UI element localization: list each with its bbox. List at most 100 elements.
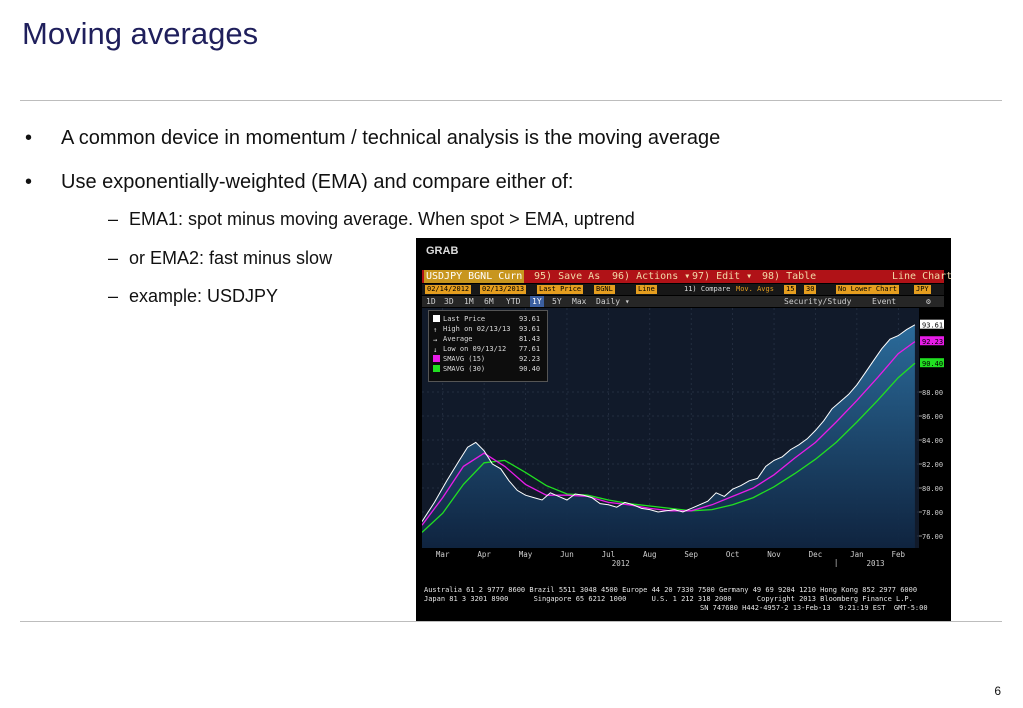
bullet-1-text: A common device in momentum / technical … [61,127,721,149]
arrow-up-icon: ↑ [433,326,438,334]
chart-settings-bar: 02/14/2012 02/13/2013 Last Price BGNL Li… [422,284,944,295]
bullet-1: • A common device in momentum / technica… [25,127,721,150]
bullet-2: • Use exponentially-weighted (EMA) and c… [25,171,574,194]
lower-chart-select[interactable]: No Lower Chart [836,285,900,294]
source-select[interactable]: BGNL [594,285,615,294]
sma15-line [422,341,916,526]
title-divider [20,100,1002,101]
average-icon: → [433,336,438,344]
chart-type-label[interactable]: Line Chart [892,271,951,282]
ma2-field[interactable]: 30 [804,285,817,294]
edit-menu[interactable]: 97) Edit ▾ [692,271,753,282]
x-tick-label: Mar [436,550,450,559]
x-tick-label: Aug [643,550,657,559]
y-tick-label: 78.00 [922,509,943,517]
sub-bullet-3: – example: USDJPY [108,286,279,307]
bloomberg-screenshot: GRAB USDJPY BGNL Curn 95) Save As 96) Ac… [416,238,951,621]
legend-sma30: SMAVG (30) 90.40 [433,365,540,373]
field-select[interactable]: Last Price [537,285,584,294]
frequency-select[interactable]: Daily ▾ [596,297,630,306]
period-max[interactable]: Max [572,297,587,306]
start-date-field[interactable]: 02/14/2012 [425,285,472,294]
year-label: 2013 [866,559,884,568]
sub-bullet-2-text: or EMA2: fast minus slow [129,248,333,268]
y-tick-label: 93.61 [922,322,943,330]
y-tick-label: 86.00 [922,413,943,421]
compare-button[interactable]: 11) Compare [684,285,731,293]
x-tick-label: Jul [602,550,616,559]
y-value-tag [920,319,944,329]
table-button[interactable]: 98) Table [762,271,817,282]
x-tick-label: Dec [809,550,823,559]
y-tick-label: 90.40 [922,360,943,368]
sma30-line [422,362,916,533]
y-tick-label: 88.00 [922,389,943,397]
sub-bullet-marker: – [108,248,119,268]
period-3d[interactable]: 3D [444,297,454,306]
x-tick-label: Jun [560,550,574,559]
period-6m[interactable]: 6M [484,297,494,306]
x-tick-label: Sep [684,550,698,559]
y-value-tag [920,358,944,368]
legend-swatch [433,365,440,372]
x-tick-label: May [519,550,533,559]
legend-swatch [433,315,440,322]
footer-line-1: Australia 61 2 9777 8600 Brazil 5511 304… [424,586,918,594]
ticker-field[interactable]: USDJPY BGNL Curn [424,270,525,283]
legend-low: ↓ Low on 09/13/12 77.61 [433,345,541,354]
security-study-button[interactable]: Security/Study [784,297,852,306]
chart-legend: Last Price 93.61 ↑ High on 02/13/13 93.61 →… [428,310,548,382]
save-as-button[interactable]: 95) Save As [534,271,601,282]
sub-bullet-marker: – [108,286,119,306]
period-bar: 1D 3D 1M 6M YTD 1Y 5Y Max Daily ▾ Securi… [422,296,944,307]
legend-high: ↑ High on 02/13/13 93.61 [433,325,541,334]
grab-label: GRAB [426,245,459,257]
sub-bullet-1-text: EMA1: spot minus moving average. When sp… [129,209,635,229]
legend-average: → Average 81.43 [433,335,541,344]
footer-line-2: Japan 81 3 3201 8900 Singapore 65 6212 1… [424,595,913,603]
bullet-marker: • [25,171,33,193]
style-select[interactable]: Line [636,285,657,294]
footer-divider [20,621,1002,622]
event-button[interactable]: Event [872,297,897,306]
x-tick-label: Apr [477,550,491,559]
bloomberg-toolbar: USDJPY BGNL Curn 95) Save As 96) Actions… [422,270,951,283]
price-area [422,324,915,548]
x-tick-label: Feb [892,550,906,559]
end-date-field[interactable]: 02/13/2013 [480,285,527,294]
y-tick-label: 80.00 [922,485,943,493]
page-number: 6 [994,684,1001,698]
sub-bullet-1: – EMA1: spot minus moving average. When … [108,209,635,230]
year-label: 2012 [612,559,630,568]
period-1d[interactable]: 1D [426,297,436,306]
legend-last-price: Last Price 93.61 [433,315,540,323]
gear-icon[interactable]: ⚙ [926,297,931,306]
sub-bullet-3-text: example: USDJPY [129,286,279,306]
currency-select[interactable]: JPY [914,285,931,294]
period-ytd[interactable]: YTD [506,297,521,306]
period-5y[interactable]: 5Y [552,297,562,306]
footer-line-3: SN 747680 H442-4957-2 13-Feb-13 9:21:19 … [700,604,928,612]
period-1m[interactable]: 1M [464,297,474,306]
bullet-marker: • [25,127,33,149]
y-tick-label: 76.00 [922,533,943,541]
x-tick-label: Nov [767,550,781,559]
sub-bullet-2: – or EMA2: fast minus slow [108,248,333,269]
x-tick-label: Jan [850,550,864,559]
period-1y[interactable]: 1Y [530,296,544,307]
bullet-2-text: Use exponentially-weighted (EMA) and com… [61,171,574,193]
y-tick-label: 82.00 [922,461,943,469]
legend-swatch [433,355,440,362]
actions-menu[interactable]: 96) Actions ▾ [612,271,691,282]
ma1-field[interactable]: 15 [784,285,797,294]
arrow-down-icon: ↓ [433,346,438,354]
mov-avgs-label: Mov. Avgs [736,285,774,293]
price-line [422,324,916,522]
y-tick-label: 92.23 [922,338,943,346]
sub-bullet-marker: – [108,209,119,229]
legend-sma15: SMAVG (15) 92.23 [433,355,540,363]
slide-title: Moving averages [22,16,259,51]
x-tick-label: Oct [726,550,740,559]
y-value-tag [920,336,944,346]
y-tick-label: 84.00 [922,437,943,445]
